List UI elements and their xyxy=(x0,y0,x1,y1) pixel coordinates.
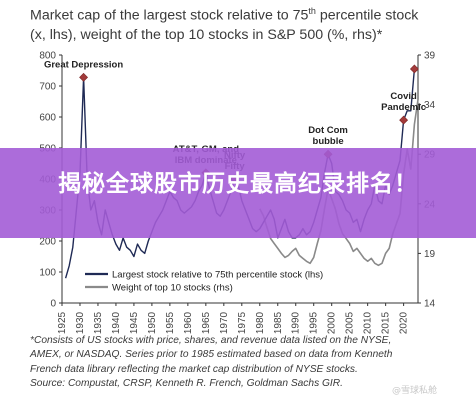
title-line2: (x, lhs), weight of the top 10 stocks in… xyxy=(30,26,383,43)
x-tick-label: 1945 xyxy=(129,311,140,334)
annotation-marker xyxy=(399,115,409,125)
left-tick-label: 0 xyxy=(50,299,56,310)
left-tick-label: 600 xyxy=(39,113,56,124)
x-tick-label: 1950 xyxy=(147,311,158,334)
title-superscript: th xyxy=(308,6,316,16)
x-tick-label: 2010 xyxy=(363,311,374,334)
x-tick-label: 1975 xyxy=(237,311,248,334)
x-tick-label: 1995 xyxy=(309,311,320,334)
footnote-line-2: AMEX, or NASDAQ. Series prior to 1985 es… xyxy=(30,349,393,361)
title-line1: Market cap of the largest stock relative… xyxy=(30,7,309,24)
annotation-label: bubble xyxy=(313,136,344,147)
footnote-line-1: *Consists of US stocks with price, share… xyxy=(30,335,392,346)
x-tick-label: 2005 xyxy=(345,311,356,334)
x-tick-label: 1985 xyxy=(273,311,284,334)
annotation-label: Pandemic xyxy=(381,102,426,113)
left-tick-label: 700 xyxy=(39,82,56,93)
left-tick-label: 800 xyxy=(39,51,56,62)
x-tick-label: 1980 xyxy=(255,311,266,334)
x-tick-label: 1955 xyxy=(165,311,176,334)
right-tick-label: 34 xyxy=(424,100,436,111)
banner-text: 揭秘全球股市历史最高纪录排名！ xyxy=(58,171,418,197)
x-tick-label: 1925 xyxy=(57,311,68,334)
x-axis-ticks: 1925 1930 1935 1940 1945 1950 1955 1960 1965 1970… xyxy=(57,303,410,334)
x-tick-label: 1965 xyxy=(201,311,212,334)
x-tick-label: 1935 xyxy=(93,311,104,334)
legend: Largest stock relative to 75th percentil… xyxy=(85,270,323,294)
right-tick-label: 14 xyxy=(424,299,436,310)
x-tick-label: 2000 xyxy=(327,311,338,334)
x-tick-label: 2015 xyxy=(381,311,392,334)
x-tick-label: 1960 xyxy=(183,311,194,334)
right-tick-label: 39 xyxy=(424,51,436,62)
endpoint-marker xyxy=(409,64,419,74)
annotation-label: Great Depression xyxy=(44,59,123,70)
chart-title: Market cap of the largest stock relative… xyxy=(30,2,470,45)
left-tick-label: 100 xyxy=(39,268,56,279)
watermark: @雪球私舱 xyxy=(392,386,438,396)
left-tick-label: 200 xyxy=(39,237,56,248)
footnote-source: Source: Compustat, CRSP, Kenneth R. Fren… xyxy=(30,378,343,390)
legend-label: Largest stock relative to 75th percentil… xyxy=(112,270,323,281)
annotation-label: Dot Com xyxy=(308,125,348,136)
annotation-label: Covid xyxy=(390,91,417,102)
x-tick-label: 1930 xyxy=(75,311,86,334)
footnote-line-3: French data library reflecting the marke… xyxy=(30,363,358,375)
title-line1-end: percentile stock xyxy=(315,7,419,24)
overlay-banner xyxy=(0,148,476,238)
x-tick-label: 1990 xyxy=(291,311,302,334)
annotation-marker xyxy=(79,72,89,82)
x-tick-label: 1940 xyxy=(111,311,122,334)
legend-label: Weight of top 10 stocks (rhs) xyxy=(112,283,233,294)
x-tick-label: 1970 xyxy=(219,311,230,334)
x-tick-label: 2020 xyxy=(399,311,410,334)
right-tick-label: 19 xyxy=(424,249,436,260)
footnote: *Consists of US stocks with price, share… xyxy=(30,334,460,392)
